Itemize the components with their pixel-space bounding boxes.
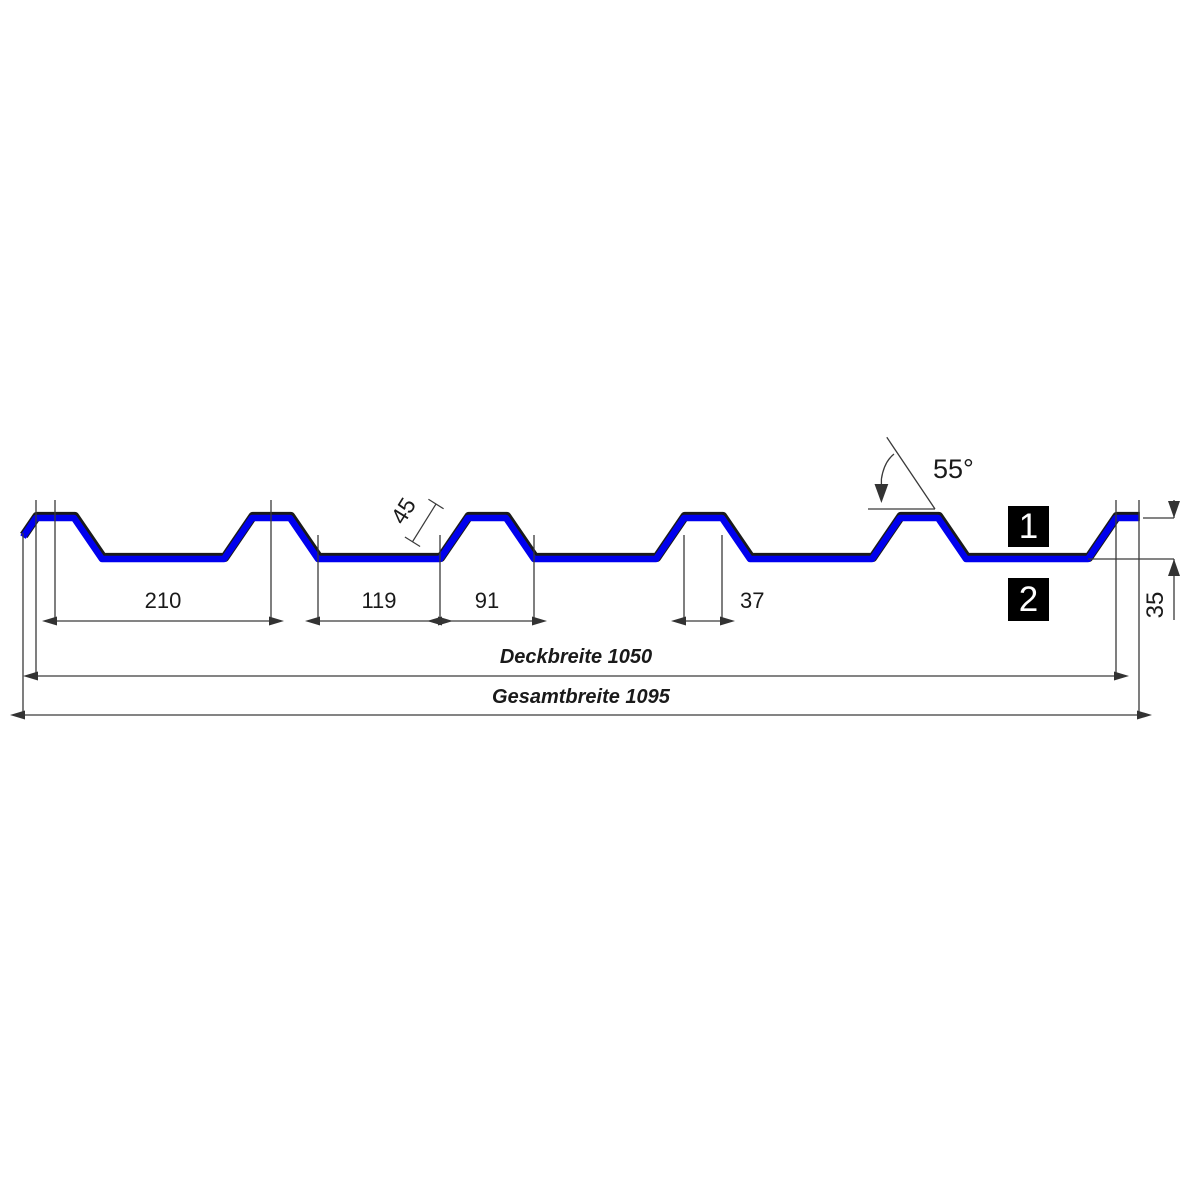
svg-text:210: 210: [145, 588, 182, 613]
svg-text:1: 1: [1019, 507, 1038, 546]
svg-text:37: 37: [740, 588, 764, 613]
svg-text:91: 91: [475, 588, 499, 613]
svg-text:45: 45: [385, 493, 421, 528]
svg-text:2: 2: [1019, 580, 1038, 619]
svg-text:119: 119: [361, 588, 396, 613]
svg-text:Deckbreite 1050: Deckbreite 1050: [500, 646, 652, 668]
svg-text:55°: 55°: [933, 454, 974, 484]
svg-text:35: 35: [1142, 592, 1169, 619]
svg-text:Gesamtbreite 1095: Gesamtbreite 1095: [492, 686, 671, 708]
